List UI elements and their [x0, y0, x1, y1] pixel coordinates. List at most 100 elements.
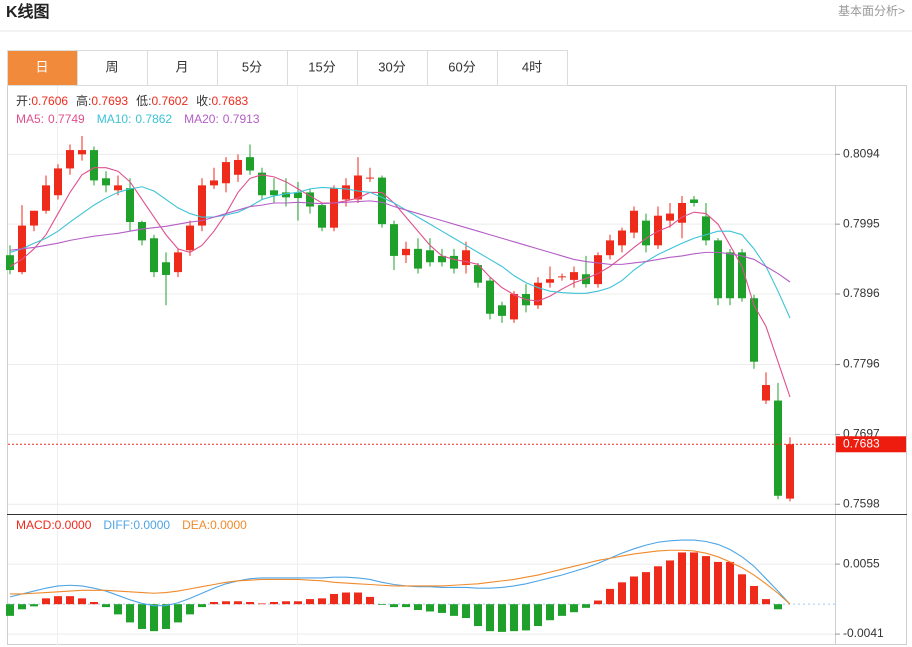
legend-value: 0.7913	[223, 112, 260, 126]
macd-bar	[186, 604, 194, 615]
legend-name: MA10:	[97, 112, 132, 126]
macd-bar	[510, 604, 518, 632]
legend-value: 0.0000	[55, 518, 92, 532]
macd-bar	[294, 601, 302, 605]
candle-body	[414, 248, 422, 269]
tab-label[interactable]: 60分	[448, 59, 475, 74]
ma-line	[9, 200, 791, 283]
tab-label[interactable]: 日	[35, 59, 48, 74]
macd-bar	[606, 588, 614, 605]
macd-bar	[678, 552, 686, 605]
macd-bar	[522, 604, 530, 631]
candle-body	[642, 220, 650, 246]
tab-label[interactable]: 5分	[242, 59, 262, 74]
candle-body	[534, 282, 542, 306]
candle-body	[762, 385, 770, 401]
tab[interactable]	[147, 50, 218, 86]
macd-bar	[234, 601, 242, 605]
macd-bar	[378, 604, 386, 605]
macd-line	[9, 539, 791, 607]
macd-bar	[198, 604, 206, 608]
macd-bar	[6, 604, 14, 616]
candle-body	[462, 250, 470, 266]
candle-body	[654, 215, 662, 246]
candle-body	[438, 255, 446, 263]
candle-body	[594, 255, 602, 285]
info-value: 0.7602	[151, 94, 188, 108]
candle-body	[102, 178, 110, 186]
macd-line	[10, 549, 791, 605]
tab[interactable]	[7, 50, 78, 86]
candle-body	[210, 180, 218, 186]
candle-body	[138, 222, 146, 241]
macd-bar	[630, 576, 638, 605]
macd-bar	[486, 604, 494, 632]
tab[interactable]	[287, 50, 358, 86]
macd-bar	[318, 598, 326, 605]
candle-body	[6, 255, 14, 271]
tab-label[interactable]: 4时	[522, 59, 542, 74]
macd-bar	[306, 599, 314, 605]
candle-body	[426, 250, 434, 263]
candle-body	[126, 188, 134, 223]
candle-body	[258, 172, 266, 196]
tab[interactable]	[357, 50, 428, 86]
candle-body	[750, 298, 758, 362]
tab-label[interactable]: 15分	[308, 59, 335, 74]
candle-body	[222, 162, 230, 184]
tab-label[interactable]: 月	[175, 59, 188, 74]
info-label: 高:	[76, 93, 91, 108]
macd-bar	[78, 598, 86, 605]
macd-bar	[30, 604, 38, 607]
macd-bar	[354, 592, 362, 605]
last-price-tag	[836, 436, 906, 453]
candle-body	[450, 255, 458, 269]
info-value: 0.7693	[91, 94, 128, 108]
tab[interactable]	[427, 50, 498, 86]
macd-bar	[534, 604, 542, 627]
macd-bar	[558, 604, 566, 616]
macd-bar	[138, 604, 146, 629]
candle-body	[330, 188, 338, 228]
fundamental-link[interactable]: 基本面分析>	[838, 4, 905, 18]
tab[interactable]	[497, 50, 568, 86]
macd-bar	[498, 604, 506, 632]
macd-bar	[390, 604, 398, 608]
candle-body	[474, 265, 482, 283]
y-tick-label: 0.7598	[843, 496, 880, 510]
candle-body	[42, 185, 50, 211]
macd-bar	[726, 561, 734, 605]
macd-bar	[90, 602, 98, 605]
info-value: 0.7606	[31, 94, 68, 108]
macd-bar	[414, 604, 422, 611]
candle-body	[558, 276, 566, 278]
ma-line	[9, 167, 791, 398]
candle-body	[198, 185, 206, 226]
candle-body	[318, 205, 326, 228]
candle-body	[570, 272, 578, 280]
macd-bar	[702, 556, 710, 605]
candle-body	[342, 185, 350, 200]
info-label: 收:	[196, 94, 211, 108]
candle-body	[582, 274, 590, 285]
candle-body	[486, 280, 494, 314]
candle-body	[546, 279, 554, 283]
candle-body	[30, 210, 38, 226]
macd-bar	[366, 596, 374, 605]
legend-value: 0.7862	[135, 112, 172, 126]
ma-line	[9, 186, 791, 319]
legend-value: 0.0000	[133, 518, 170, 532]
macd-bar	[42, 598, 50, 605]
tab-label[interactable]: 30分	[378, 59, 405, 74]
info-value: 0.7683	[211, 94, 248, 108]
candle-body	[402, 248, 410, 256]
macd-legend: MACD:0.0000 DIFF:0.0000 DEA:0.0000	[16, 518, 247, 532]
macd-bar	[174, 604, 182, 623]
macd-bar	[222, 601, 230, 605]
tab-label[interactable]: 周	[105, 59, 118, 74]
macd-bar	[546, 604, 554, 621]
macd-bar	[246, 602, 254, 605]
tab[interactable]	[77, 50, 148, 86]
